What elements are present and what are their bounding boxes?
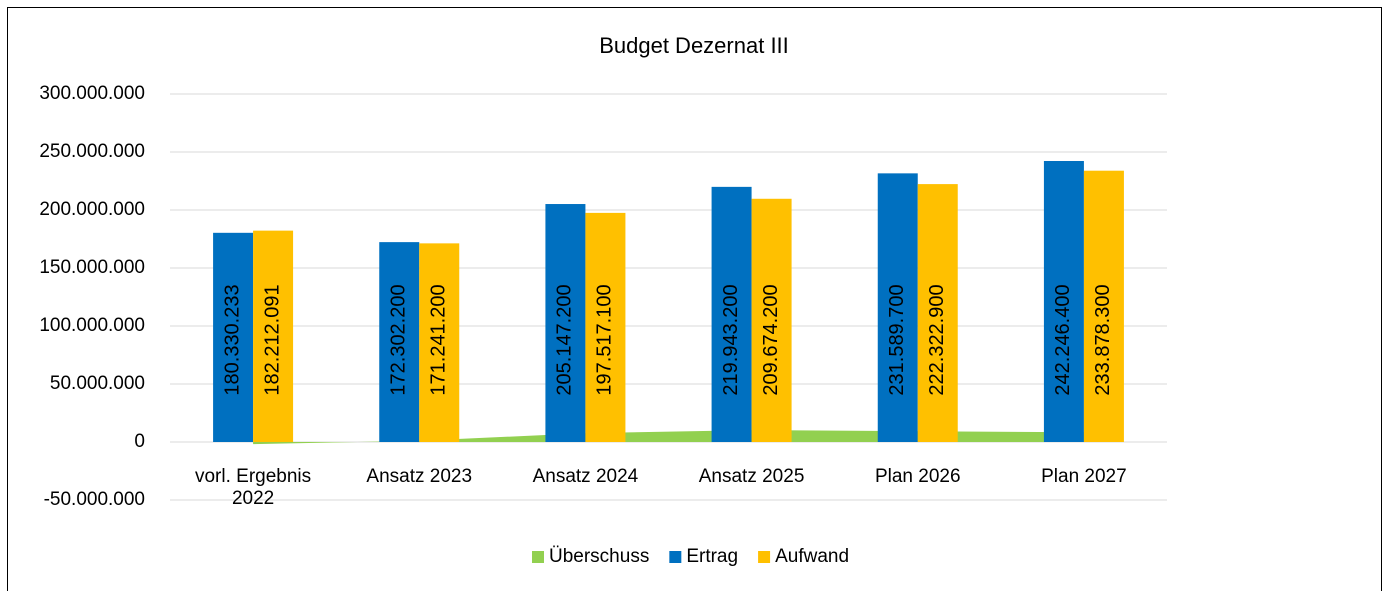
legend-label: Überschuss [549,546,649,567]
x-tick-label: vorl. Ergebnis 2022 [194,466,312,509]
bar [253,230,294,442]
chart-title: Budget Dezernat III [599,33,789,58]
y-tick-label: 50.000.000 [50,373,145,394]
x-tick-label: Ansatz 2023 [366,466,473,487]
legend-swatch [758,551,771,563]
legend-label: Ertrag [686,546,738,567]
bar [1083,170,1124,442]
bar [545,204,586,442]
y-tick-label: 0 [134,431,145,452]
x-tick-label: Plan 2027 [1041,466,1127,487]
x-tick-label: Ansatz 2024 [532,466,639,487]
bar [379,242,420,442]
data-label: 172.302.200 [388,284,410,395]
data-label: 205.147.200 [554,284,576,395]
y-tick-label: 100.000.000 [39,315,145,336]
legend-label: Aufwand [775,546,849,567]
x-tick-label: Ansatz 2025 [698,466,805,487]
legend-swatch [669,551,682,563]
bar [585,212,626,442]
y-tick-label: -50.000.000 [44,489,145,510]
bar [917,184,958,442]
x-tick-label: Plan 2026 [874,466,961,487]
y-tick-label: 150.000.000 [39,257,145,278]
bar [213,232,254,442]
data-label: 197.517.100 [594,284,616,395]
data-label: 209.674.200 [760,284,782,395]
data-label: 180.330.233 [221,284,243,395]
bar [711,186,752,442]
data-label: 219.943.200 [720,284,742,395]
y-tick-label: 300.000.000 [39,83,145,104]
area [253,430,1084,445]
bar [1043,160,1084,442]
bar [877,173,918,442]
y-tick-label: 250.000.000 [39,141,145,162]
data-label: 222.322.900 [926,284,948,395]
bar [419,243,460,442]
y-tick-label: 200.000.000 [39,199,145,220]
bar [751,198,792,442]
data-label: 233.878.300 [1092,284,1114,395]
legend-swatch [532,551,544,563]
data-label: 242.246.400 [1052,284,1074,395]
data-label: 182.212.091 [261,284,283,395]
data-label: 171.241.200 [428,284,450,395]
data-label: 231.589.700 [886,284,908,395]
